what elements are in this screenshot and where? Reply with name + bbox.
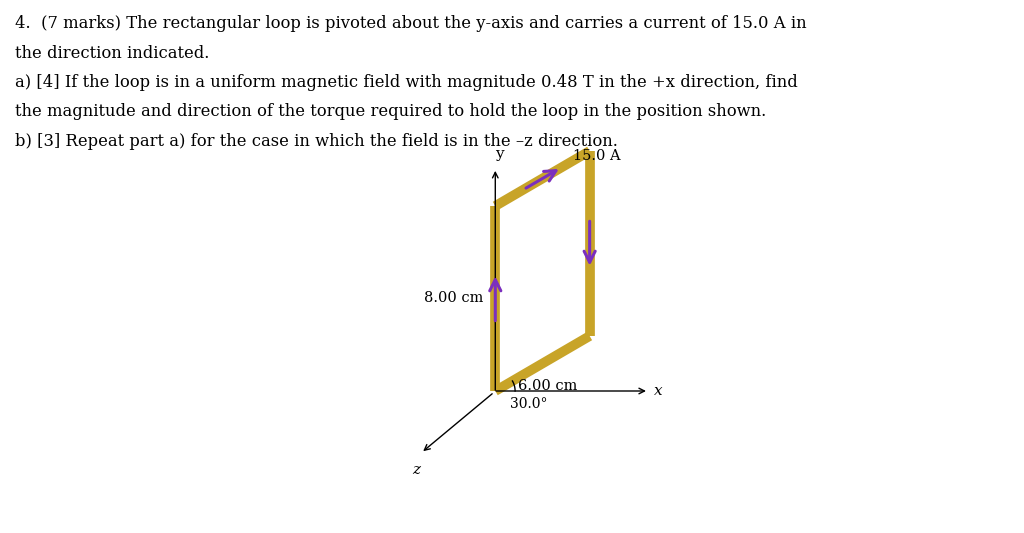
Text: z: z bbox=[412, 463, 420, 477]
Text: 30.0°: 30.0° bbox=[510, 397, 548, 411]
Text: 4.  (7 marks) The rectangular loop is pivoted about the y-axis and carries a cur: 4. (7 marks) The rectangular loop is piv… bbox=[15, 15, 807, 32]
Text: a) [4] If the loop is in a uniform magnetic field with magnitude 0.48 T in the +: a) [4] If the loop is in a uniform magne… bbox=[15, 74, 798, 91]
Text: 8.00 cm: 8.00 cm bbox=[424, 292, 483, 305]
Text: y: y bbox=[495, 147, 504, 161]
Text: the magnitude and direction of the torque required to hold the loop in the posit: the magnitude and direction of the torqu… bbox=[15, 103, 766, 120]
Text: 6.00 cm: 6.00 cm bbox=[518, 379, 578, 393]
Text: 15.0 A: 15.0 A bbox=[573, 149, 621, 163]
Text: b) [3] Repeat part a) for the case in which the field is in the –z direction.: b) [3] Repeat part a) for the case in wh… bbox=[15, 133, 617, 150]
Text: the direction indicated.: the direction indicated. bbox=[15, 44, 209, 61]
Text: x: x bbox=[653, 384, 663, 398]
